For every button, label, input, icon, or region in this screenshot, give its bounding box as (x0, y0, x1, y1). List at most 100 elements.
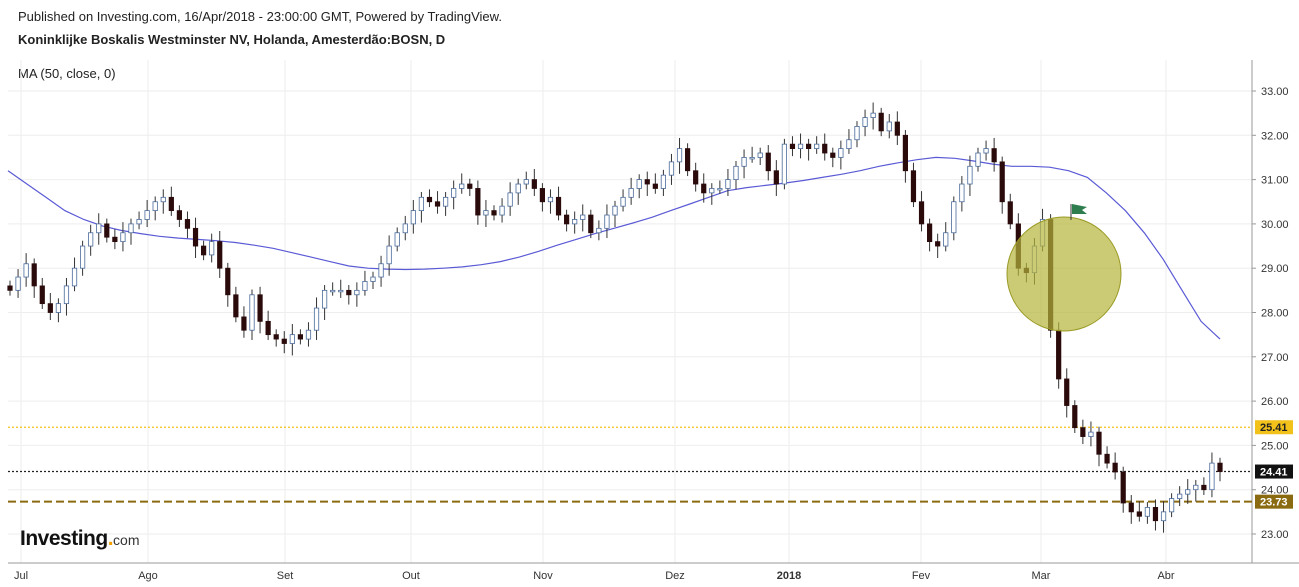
candle-up (362, 281, 368, 291)
flag-icon (1072, 204, 1087, 214)
candle (781, 138, 788, 190)
candle (47, 293, 53, 321)
y-tick-label: 32.00 (1261, 130, 1289, 142)
candle-up (313, 307, 320, 331)
candle-down (644, 179, 650, 185)
candle (612, 200, 618, 228)
candle (233, 286, 239, 323)
candle-down (217, 241, 223, 269)
candle-up (136, 219, 142, 225)
candle (1007, 193, 1013, 230)
x-tick-label: Set (277, 570, 294, 582)
x-tick-label: 2018 (777, 570, 801, 582)
candle (943, 222, 949, 252)
candle-down (539, 188, 546, 203)
candle (523, 171, 529, 190)
candle-up (1088, 431, 1094, 437)
x-tick-label: Abr (1157, 570, 1174, 582)
candle-down (434, 201, 441, 207)
candle-up (596, 227, 602, 234)
candle-up (628, 188, 634, 198)
candle (112, 229, 118, 250)
candle (483, 199, 489, 228)
candle (152, 196, 158, 221)
candle (668, 153, 675, 185)
candle-down (1152, 507, 1159, 522)
candle-down (701, 183, 707, 194)
candle-down (112, 236, 118, 243)
candle-down (1064, 378, 1070, 406)
candle (297, 329, 304, 345)
candle-up (338, 289, 344, 293)
candle-up (394, 232, 400, 247)
candle (693, 162, 699, 192)
candle-up (209, 241, 215, 256)
candle (7, 280, 13, 296)
candle-up (370, 276, 376, 282)
candle (1201, 477, 1207, 496)
candle (515, 178, 521, 205)
candle (886, 114, 892, 139)
candle (830, 147, 836, 168)
candle-up (402, 223, 408, 234)
candle-up (781, 143, 788, 185)
price-label: 25.41 (1260, 422, 1288, 434)
candle (741, 149, 747, 179)
candle (894, 111, 900, 146)
candle (160, 189, 166, 214)
candle (136, 211, 142, 230)
y-tick-label: 28.00 (1261, 308, 1289, 320)
candle (644, 171, 650, 196)
candle (507, 182, 513, 216)
candle-down (257, 294, 263, 322)
candle (838, 140, 844, 170)
candle (281, 331, 287, 354)
candle (88, 224, 94, 256)
y-tick-label: 31.00 (1261, 175, 1289, 187)
candle-down (39, 285, 45, 305)
candle (555, 186, 562, 221)
candle (1088, 421, 1094, 447)
candle-down (588, 214, 594, 234)
y-tick-label: 27.00 (1261, 352, 1289, 364)
candle-up (870, 112, 876, 118)
candle (217, 230, 223, 278)
candle-up (983, 148, 989, 154)
candle (459, 173, 465, 194)
candle (168, 186, 174, 216)
candle-up (943, 232, 949, 247)
candle (814, 136, 820, 154)
candle-down (531, 179, 537, 189)
candle-down (1080, 427, 1086, 437)
candle (636, 174, 642, 199)
candle-down (426, 196, 433, 203)
candle-down (806, 143, 812, 149)
candle (878, 107, 884, 137)
candle (410, 199, 416, 234)
price-label-box (1255, 420, 1293, 435)
x-tick-label: Out (402, 570, 420, 582)
price-label: 24.41 (1260, 467, 1288, 479)
candle (1120, 466, 1126, 513)
candle-up (733, 165, 739, 180)
candle (572, 211, 578, 234)
ma-indicator-label[interactable]: MA (50, close, 0) (18, 66, 116, 81)
candle-up (386, 245, 392, 265)
candle-down (918, 201, 925, 225)
candle (249, 289, 255, 340)
y-tick-label: 33.00 (1261, 86, 1289, 98)
candle-up (547, 196, 554, 203)
candle-up (499, 205, 505, 216)
candle (749, 146, 755, 163)
candle-down (1007, 201, 1013, 225)
candle-down (765, 152, 771, 172)
candle (757, 147, 763, 165)
candle-up (959, 183, 965, 203)
candle-up (418, 196, 425, 212)
candle (539, 183, 546, 212)
candle (96, 213, 102, 245)
candle (846, 129, 852, 154)
candle (959, 176, 965, 212)
candle (628, 177, 634, 205)
